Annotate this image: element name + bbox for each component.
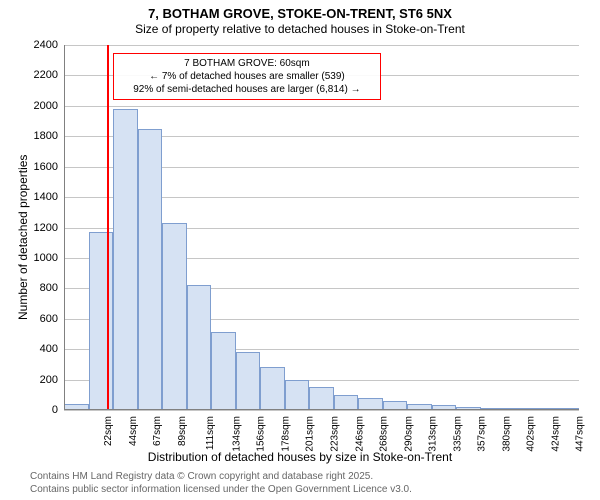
x-tick: 402sqm (526, 416, 537, 452)
y-tick: 0 (52, 404, 58, 416)
x-tick: 223sqm (330, 416, 341, 452)
x-tick: 134sqm (231, 416, 242, 452)
x-tick: 290sqm (403, 416, 414, 452)
y-tick: 1000 (34, 252, 58, 264)
x-tick: 335sqm (452, 416, 463, 452)
x-tick: 67sqm (152, 416, 163, 446)
chart-title-sub: Size of property relative to detached ho… (0, 22, 600, 36)
x-tick: 357sqm (477, 416, 488, 452)
x-axis-line (64, 409, 579, 410)
y-tick: 600 (40, 313, 58, 325)
histogram-bar (236, 352, 261, 410)
y-tick: 200 (40, 374, 58, 386)
histogram-bar (89, 232, 114, 410)
annotation-box: 7 BOTHAM GROVE: 60sqm ← 7% of detached h… (113, 53, 381, 100)
annotation-line2: ← 7% of detached houses are smaller (539… (120, 70, 374, 83)
x-tick: 313sqm (428, 416, 439, 452)
chart-title-main: 7, BOTHAM GROVE, STOKE-ON-TRENT, ST6 5NX (0, 6, 600, 21)
y-axis-line (64, 45, 65, 410)
y-tick: 2400 (34, 39, 58, 51)
histogram-bar (113, 109, 138, 410)
annotation-line1: 7 BOTHAM GROVE: 60sqm (120, 57, 374, 70)
histogram-bar (211, 332, 236, 410)
y-tick: 1400 (34, 191, 58, 203)
histogram-bar (162, 223, 187, 410)
y-tick: 800 (40, 282, 58, 294)
histogram-bar (334, 395, 359, 410)
plot-area: 7 BOTHAM GROVE: 60sqm ← 7% of detached h… (64, 45, 579, 410)
x-tick: 246sqm (354, 416, 365, 452)
x-tick: 380sqm (501, 416, 512, 452)
y-tick: 1800 (34, 130, 58, 142)
y-tick: 1600 (34, 161, 58, 173)
x-tick: 447sqm (575, 416, 586, 452)
x-tick: 22sqm (103, 416, 114, 446)
x-tick: 268sqm (379, 416, 390, 452)
x-tick: 156sqm (256, 416, 267, 452)
histogram-bar (285, 380, 310, 410)
histogram-bar (309, 387, 334, 410)
y-tick: 400 (40, 343, 58, 355)
y-tick: 2200 (34, 69, 58, 81)
attribution-line1: Contains HM Land Registry data © Crown c… (30, 470, 412, 483)
x-tick: 111sqm (205, 416, 216, 450)
x-tick: 424sqm (550, 416, 561, 452)
histogram-bar (260, 367, 285, 410)
grid-line (64, 410, 579, 411)
subject-property-marker (107, 45, 109, 410)
y-axis-label: Number of detached properties (16, 155, 30, 320)
grid-line (64, 106, 579, 107)
histogram-bar (187, 285, 212, 410)
x-tick: 89sqm (177, 416, 188, 446)
y-tick: 1200 (34, 222, 58, 234)
x-tick: 44sqm (128, 416, 139, 446)
x-tick: 178sqm (281, 416, 292, 452)
annotation-line3: 92% of semi-detached houses are larger (… (120, 83, 374, 96)
property-size-chart: 7, BOTHAM GROVE, STOKE-ON-TRENT, ST6 5NX… (0, 0, 600, 500)
y-tick: 2000 (34, 100, 58, 112)
attribution: Contains HM Land Registry data © Crown c… (30, 470, 412, 496)
x-axis-label: Distribution of detached houses by size … (0, 450, 600, 464)
histogram-bar (138, 129, 163, 410)
grid-line (64, 45, 579, 46)
x-tick: 201sqm (305, 416, 316, 452)
attribution-line2: Contains public sector information licen… (30, 483, 412, 496)
